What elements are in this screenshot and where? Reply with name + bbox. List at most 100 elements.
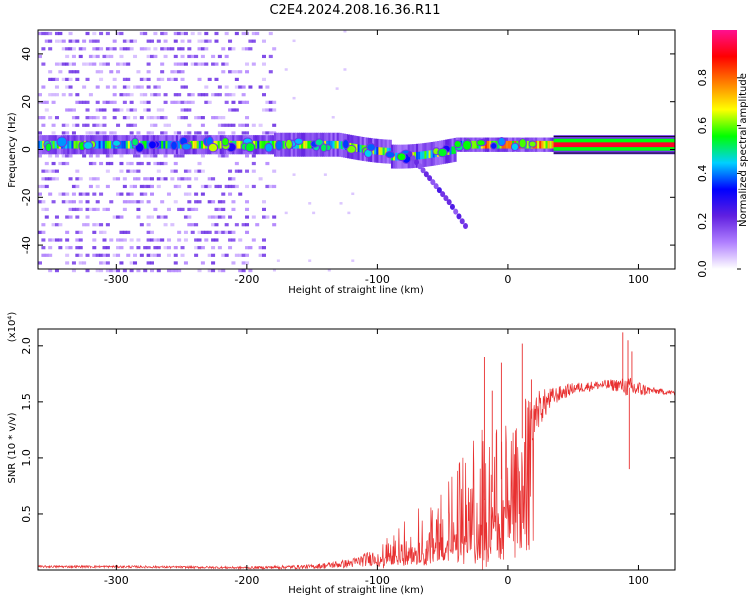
spectrogram-noise-cell <box>116 31 121 36</box>
spectrogram-noise-cell <box>54 215 59 219</box>
spectrogram-noise-cell <box>163 31 168 36</box>
spectrogram-noise-cell <box>163 116 168 120</box>
snr-x-tick-label: -200 <box>234 574 259 587</box>
spectrogram-noise-cell <box>129 47 134 51</box>
spectrogram-noise-cell <box>166 238 171 242</box>
spectrogram-noise-cell <box>160 131 165 135</box>
spectrogram-noise-cell <box>228 215 233 219</box>
spectrogram-noise-cell <box>102 230 107 234</box>
colorbar-ticks: 0.0 0.2 0.4 0.6 0.8 <box>696 69 741 278</box>
spectrogram-noise-cell <box>231 238 236 242</box>
snr-x-ticks: -300 -200 -100 0 100 <box>104 329 649 587</box>
spectrogram-noise-cell <box>92 31 97 36</box>
spectrogram-noise-cell <box>251 238 256 242</box>
spectrogram-noise-cell <box>183 215 188 219</box>
spectrogram-noise-cell <box>119 62 124 66</box>
spectrogram-noise-cell <box>180 70 185 74</box>
carrier-core-cell <box>104 140 108 149</box>
carrier-core-cell <box>259 140 262 149</box>
spectrogram-noise-cell <box>136 269 141 273</box>
spectrogram-noise-cell <box>197 230 202 234</box>
carrier-core-cell <box>271 140 275 149</box>
spectrogram-noise-cell <box>92 131 97 135</box>
spectrogram-noise-cell <box>143 108 148 112</box>
spectrogram-noise-cell <box>75 253 80 257</box>
snr-y-tick-label: 2.0 <box>20 337 33 355</box>
spectrogram-noise-cell <box>261 77 266 81</box>
spectrogram-noise-cell <box>272 123 277 127</box>
spectrogram-noise-cell <box>211 93 216 97</box>
spectrogram-noise-cell <box>231 131 236 135</box>
spectrogram-noise-cell <box>126 93 131 97</box>
spectrogram-noise-cell <box>65 54 70 59</box>
carrier-core-cell <box>395 152 398 161</box>
spectrogram-noise-cell <box>133 253 138 257</box>
spectrogram-y-label: Frequency (Hz) <box>7 112 18 188</box>
carrier-core-cell <box>236 140 239 149</box>
spectrogram-noise-cell <box>194 200 199 204</box>
spectrogram-noise-cell <box>95 131 100 135</box>
carrier-core-cell <box>75 140 78 149</box>
spectrogram-noise-cell <box>207 230 212 234</box>
spectrogram-noise-cell <box>231 70 236 74</box>
spectrogram-noise-cell <box>122 77 127 81</box>
spectrogram-noise-cell <box>214 93 219 97</box>
snr-x-tick-label: 0 <box>504 574 511 587</box>
spectrogram-noise-cell <box>92 123 97 127</box>
spectrogram-noise-cell <box>217 154 222 158</box>
spectrogram-noise-cell <box>126 85 131 89</box>
spectrogram-noise-cell <box>231 261 236 265</box>
spectrogram-noise-cell <box>211 177 216 181</box>
spectrogram-noise-cell <box>129 261 134 265</box>
spectrogram-noise-cell <box>194 177 199 181</box>
spectrogram-noise-cell <box>190 31 195 36</box>
spectrogram-noise-cell <box>200 62 205 66</box>
spectrogram-noise-cell <box>126 77 131 81</box>
spectrogram-noise-cell <box>136 70 141 74</box>
snr-x-tick-label: -100 <box>365 574 390 587</box>
spectrogram-noise-cell <box>183 177 188 181</box>
spectrogram-noise-cell <box>78 238 83 242</box>
spectrogram-noise-cell <box>146 77 151 81</box>
spectrogram-noise-cell <box>143 31 148 36</box>
spectrogram-noise-cell <box>245 230 250 234</box>
spectrogram-noise-cell <box>41 230 46 234</box>
spectrogram-noise-cell <box>51 123 56 127</box>
carrier-core-cell <box>539 140 542 149</box>
spectrogram-noise-cell <box>78 47 83 51</box>
spectrogram-noise-cell <box>200 47 205 51</box>
branch-blob <box>459 218 465 225</box>
spectrogram-noise-cell <box>173 100 178 104</box>
spectrogram-noise-cell <box>92 54 97 59</box>
spectrogram-noise-cell <box>119 31 124 36</box>
spectrogram-noise-cell <box>258 253 263 257</box>
spectrogram-noise-cell <box>51 200 56 204</box>
spectrogram-noise-cell <box>261 238 266 242</box>
spectrogram-noise-cell <box>92 230 97 234</box>
spectrogram-noise-cell <box>78 207 83 212</box>
spectrogram-noise-cell <box>92 246 97 250</box>
spectrogram-noise-cell <box>129 169 134 173</box>
spectrogram-noise-cell <box>71 39 76 43</box>
spectrogram-noise-cell <box>116 269 121 273</box>
spectrogram-noise-cell <box>217 116 222 120</box>
branch-blob <box>417 163 423 170</box>
spectrogram-noise-cell <box>251 123 256 127</box>
spectrogram-noise-cell <box>234 31 239 36</box>
spectrogram-noise-cell <box>51 169 56 173</box>
spectrogram-noise-cell <box>75 93 80 97</box>
spectrogram-noise-cell <box>190 93 195 97</box>
spectrogram-noise-cell <box>65 47 70 51</box>
spectrogram-noise-cell <box>180 207 185 212</box>
spectrogram-noise-cell <box>75 238 80 242</box>
spectrogram-noise-cell <box>238 192 243 196</box>
spectrogram-noise-cell <box>228 192 233 196</box>
spectrogram-noise-cell <box>200 246 205 250</box>
spectrogram-noise-cell <box>166 123 171 127</box>
spectrogram-noise-cell <box>211 269 216 273</box>
spectrogram-noise-cell <box>99 223 104 227</box>
spectrogram-noise-cell <box>146 131 151 135</box>
spectrogram-noise-cell <box>38 154 42 158</box>
spectrogram-noise-cell <box>95 123 100 127</box>
spectrogram-noise-cell <box>92 62 97 66</box>
